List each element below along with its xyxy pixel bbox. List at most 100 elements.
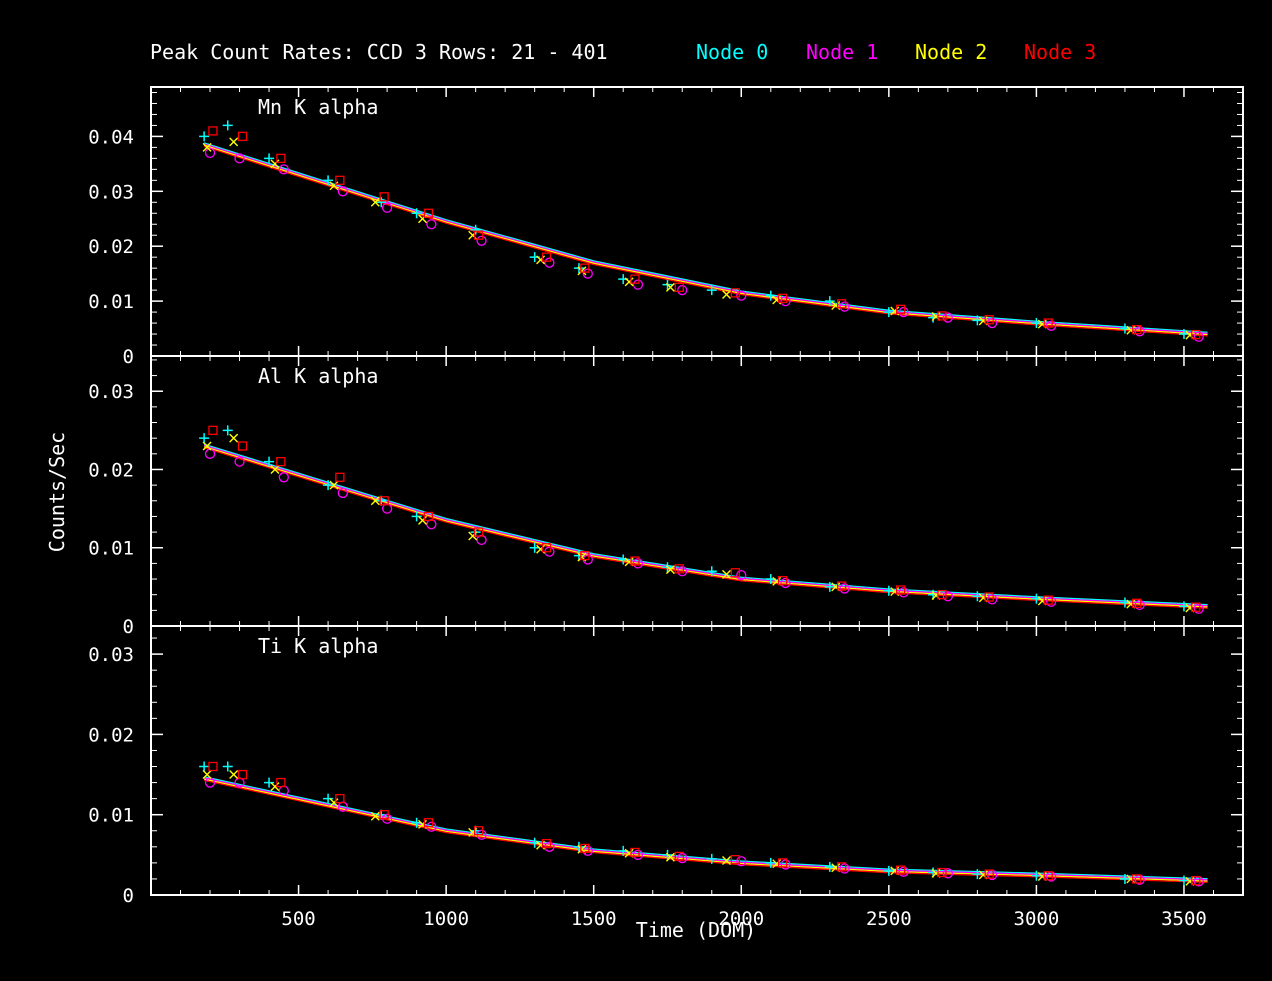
data-point-node-0: [1119, 873, 1130, 884]
panel-frame: [150, 86, 1244, 357]
data-point-node-1: [677, 284, 688, 296]
data-point-node-0: [765, 857, 776, 868]
trend-line-node-0: [203, 443, 1208, 606]
data-point-node-3: [335, 472, 345, 482]
data-point-node-3: [777, 575, 788, 586]
data-point-node-0: [1031, 870, 1042, 881]
panel-title: Mn K alpha: [258, 95, 378, 119]
data-point-node-2: [202, 770, 212, 780]
data-point-node-3: [1132, 874, 1142, 884]
data-point-node-0: [706, 853, 717, 864]
data-point-node-3: [630, 274, 640, 284]
data-point-node-3: [541, 252, 552, 262]
data-point-node-2: [722, 569, 732, 579]
data-point-node-2: [931, 311, 941, 321]
data-point-node-3: [423, 208, 434, 218]
data-point-node-3: [276, 153, 286, 164]
data-point-node-1: [426, 219, 437, 230]
y-tick-label: 0.03: [88, 381, 134, 403]
data-point-node-0: [972, 869, 983, 880]
panel-frame: [150, 625, 1244, 896]
data-point-node-0: [706, 566, 717, 577]
data-point-node-1: [476, 235, 487, 246]
data-point-node-2: [229, 433, 239, 443]
data-point-node-2: [665, 852, 675, 862]
data-point-node-3: [674, 564, 684, 574]
data-point-node-1: [780, 577, 791, 589]
x-tick-label: 3000: [1014, 908, 1060, 930]
data-point-node-1: [1134, 599, 1145, 611]
panel-al: 0.03 0.02 0.01 0 Al K alpha: [88, 355, 1244, 638]
data-point-node-0: [264, 777, 275, 788]
data-point-node-2: [418, 515, 428, 525]
data-point-node-1: [337, 487, 348, 499]
data-point-node-1: [426, 519, 437, 530]
data-point-node-0: [883, 865, 894, 876]
data-point-node-1: [1193, 331, 1204, 342]
data-point-node-0: [883, 585, 894, 596]
data-point-node-1: [544, 257, 555, 268]
trend-line-node-1: [203, 444, 1208, 607]
data-point-node-1: [677, 566, 688, 577]
data-point-node-0: [972, 591, 983, 602]
y-tick-label: 0.02: [88, 459, 134, 481]
data-point-node-2: [468, 531, 478, 541]
data-point-node-0: [1178, 601, 1189, 612]
data-point-node-3: [1043, 595, 1053, 605]
panel-title: Ti K alpha: [258, 634, 378, 658]
data-point-node-3: [1191, 875, 1201, 886]
y-tick-label: 0.04: [88, 126, 134, 148]
trend-line-node-1: [203, 777, 1208, 881]
data-point-node-3: [895, 304, 906, 314]
legend-item-node-0: Node 0: [696, 40, 768, 64]
data-point-node-2: [329, 480, 339, 490]
data-point-node-0: [376, 495, 387, 506]
legend-item-node-3: Node 3: [1024, 40, 1096, 64]
data-point-node-3: [836, 299, 847, 309]
data-point-node-2: [577, 266, 587, 276]
trend-line-node-3: [203, 447, 1208, 609]
data-point-node-0: [199, 761, 210, 772]
data-point-node-3: [895, 585, 906, 595]
data-point-node-3: [473, 230, 484, 240]
data-point-node-3: [208, 126, 218, 136]
data-point-node-1: [839, 863, 850, 874]
data-point-node-2: [370, 197, 380, 207]
data-point-node-1: [234, 153, 245, 164]
data-point-node-0: [323, 480, 334, 491]
data-point-node-3: [580, 550, 590, 561]
chart-title: Peak Count Rates: CCD 3 Rows: 21 - 401: [150, 40, 608, 64]
data-point-node-3: [777, 858, 788, 868]
data-point-node-3: [730, 855, 741, 865]
data-point-node-0: [411, 511, 422, 522]
data-point-node-1: [898, 306, 909, 318]
data-point-node-1: [632, 279, 644, 290]
data-point-node-1: [780, 295, 791, 307]
data-point-node-0: [1031, 318, 1042, 329]
panel-title: Al K alpha: [258, 364, 378, 388]
data-point-node-2: [665, 565, 675, 575]
data-point-node-1: [736, 290, 747, 301]
x-axis-label: Time (DOM): [636, 918, 756, 942]
data-point-node-3: [276, 777, 286, 788]
data-point-node-1: [736, 569, 747, 581]
x-tick-label: 1000: [423, 908, 469, 930]
data-point-node-0: [199, 131, 210, 142]
data-point-node-0: [765, 290, 776, 301]
y-tick-label: 0.03: [88, 181, 134, 203]
data-point-node-3: [379, 496, 389, 506]
data-point-node-2: [722, 855, 732, 865]
y-tick-label: 0: [123, 346, 134, 368]
data-point-node-0: [264, 153, 275, 164]
data-point-node-3: [379, 810, 389, 820]
x-tick-label: 2500: [866, 908, 912, 930]
trend-line-node-2: [203, 144, 1208, 336]
data-point-node-1: [942, 868, 954, 879]
data-point-node-0: [824, 296, 835, 307]
data-point-node-3: [730, 568, 741, 578]
data-point-node-1: [839, 583, 850, 594]
data-point-node-0: [529, 542, 540, 553]
data-point-node-3: [674, 282, 684, 293]
data-point-node-3: [836, 581, 847, 591]
data-point-node-3: [984, 592, 994, 602]
